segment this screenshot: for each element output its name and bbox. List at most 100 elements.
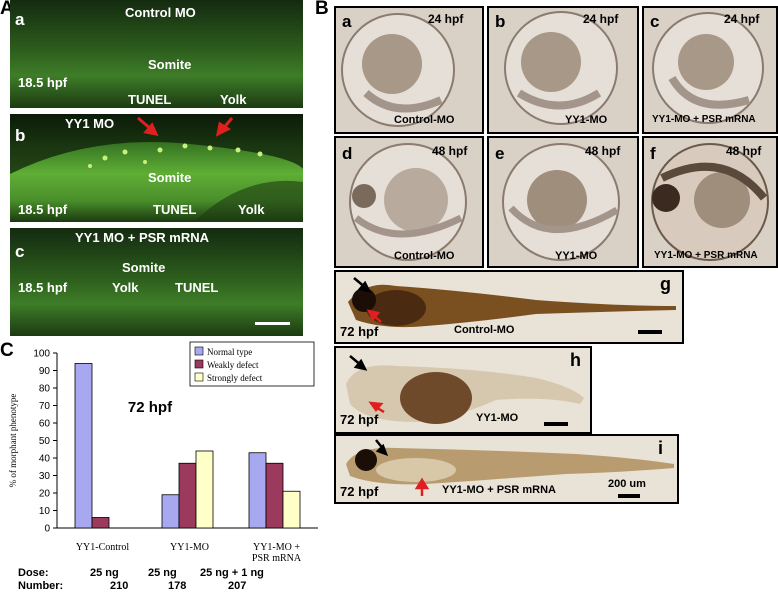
sub-title: YY1 MO + PSR mRNA [75, 230, 210, 245]
y-axis-title: % of morphant phenotype [8, 394, 18, 488]
stage-label: 48 hpf [726, 144, 762, 158]
y-tick-label: 0 [44, 524, 50, 535]
tunel-image-b: b YY1 MO Somite 18.5 hpf TUNEL Yolk [10, 114, 303, 222]
y-tick-label: 30 [39, 471, 51, 482]
legend-swatch [194, 372, 204, 382]
y-tick-label: 50 [39, 436, 51, 447]
y-tick-label: 80 [39, 384, 51, 395]
embryo-image-c: c 24 hpf YY1-MO + PSR mRNA [642, 6, 778, 134]
number-value-2: 178 [168, 580, 187, 592]
legend-label: Weakly defect [207, 360, 259, 370]
legend-box [189, 341, 315, 387]
bar [265, 462, 284, 529]
number-value-3: 207 [228, 580, 247, 592]
tunel-label: TUNEL [175, 280, 219, 295]
group-label: YY1-MO [476, 412, 519, 424]
sub-letter: b [15, 126, 26, 145]
sub-letter: c [650, 12, 660, 31]
scale-bar [255, 322, 290, 325]
bar [161, 494, 180, 529]
bar [248, 452, 267, 529]
yolk-label: Yolk [112, 280, 139, 295]
tunel-label: TUNEL [128, 92, 172, 107]
black-arrow-icon [375, 439, 389, 457]
embryo-image-f: f 48 hpf YY1-MO + PSR mRNA [642, 136, 778, 268]
phenotype-bar-chart: 0 10 20 30 40 50 60 70 80 90 100 % of morphant phen… [8, 341, 318, 564]
category-label: YY1-MO + [253, 542, 300, 553]
legend-label: Normal type [207, 347, 252, 357]
group-label: Control-MO [394, 250, 455, 262]
dose-label: Dose: [18, 567, 49, 579]
tunel-image-c: c YY1 MO + PSR mRNA Somite 18.5 hpf Yolk… [10, 228, 303, 336]
stage-label: 72 hpf [340, 412, 379, 427]
red-arrow-icon [368, 401, 385, 414]
stage-label: 18.5 hpf [18, 75, 68, 90]
black-arrow-icon [349, 355, 368, 371]
group-label: YY1-MO + PSR mRNA [442, 484, 556, 496]
tunel-label: TUNEL [153, 202, 197, 217]
bar [282, 490, 301, 529]
tunel-image-a: a Control MO Somite 18.5 hpf TUNEL Yolk [10, 0, 303, 108]
bar [74, 363, 93, 529]
panel-b-letter: B [315, 0, 329, 19]
sub-letter: i [658, 438, 664, 458]
larva-image-h: h 72 hpf YY1-MO [334, 346, 592, 434]
apoptotic-cells [10, 114, 303, 222]
stage-label: 24 hpf [724, 12, 760, 26]
red-arrow-icon [366, 309, 382, 323]
y-tick-label: 70 [39, 401, 51, 412]
stage-label: 48 hpf [585, 144, 621, 158]
y-tick-label: 90 [39, 366, 51, 377]
legend-label: Strongly defect [207, 373, 263, 383]
somite-label: Somite [148, 170, 192, 185]
stage-label: 72 hpf [340, 324, 379, 339]
embryo-image-b: b 24 hpf YY1-MO [487, 6, 639, 134]
yolk-label: Yolk [238, 202, 265, 217]
embryo-image-e: e 48 hpf YY1-MO [487, 136, 639, 268]
sub-title: Control MO [125, 5, 196, 20]
category-label: YY1-MO [170, 542, 209, 553]
scale-bar [618, 494, 640, 498]
y-tick-label: 100 [33, 349, 50, 360]
sub-letter: f [650, 144, 656, 163]
y-tick-label: 40 [39, 454, 51, 465]
sub-letter: e [495, 144, 505, 163]
scale-bar [638, 330, 662, 334]
red-arrow-icon [414, 477, 430, 496]
stage-label: 24 hpf [583, 12, 619, 26]
bar [91, 517, 110, 529]
scale-label: 200 um [608, 478, 646, 490]
group-label: YY1-MO + PSR mRNA [652, 114, 756, 125]
sub-letter: a [15, 10, 25, 29]
category-label: YY1-Control [76, 542, 130, 553]
yolk-label: Yolk [220, 92, 247, 107]
sub-letter: g [660, 274, 671, 294]
larva-image-g: g 72 hpf Control-MO [334, 270, 684, 344]
black-arrow-icon [353, 277, 372, 293]
legend-swatch [194, 359, 204, 369]
dose-value-3: 25 ng + 1 ng [200, 567, 264, 579]
larva-image-i: i 72 hpf YY1-MO + PSR mRNA 200 um [334, 434, 679, 504]
somite-label: Somite [148, 57, 192, 72]
stage-label: 72 hpf [340, 484, 379, 499]
number-value-1: 210 [110, 580, 129, 592]
stage-label: 24 hpf [428, 12, 464, 26]
stage-label: 18.5 hpf [18, 280, 68, 295]
group-label: Control-MO [394, 114, 455, 126]
number-label: Number: [18, 580, 64, 592]
sub-letter: h [570, 350, 581, 370]
sub-letter: b [495, 12, 506, 31]
legend-swatch [194, 346, 204, 356]
embryo-image-a: a 24 hpf Control-MO [334, 6, 484, 134]
group-label: YY1-MO [565, 114, 608, 126]
panel-c-letter: C [0, 340, 14, 361]
bar [178, 462, 197, 529]
sub-letter: c [15, 242, 25, 261]
sub-letter: d [342, 144, 353, 163]
y-tick-label: 60 [39, 419, 51, 430]
somite-label: Somite [122, 260, 166, 275]
chart-title: 72 hpf [128, 399, 173, 416]
red-arrow-icon [137, 116, 234, 137]
stage-label: 48 hpf [432, 144, 468, 158]
embryo-image-d: d 48 hpf Control-MO [334, 136, 484, 268]
